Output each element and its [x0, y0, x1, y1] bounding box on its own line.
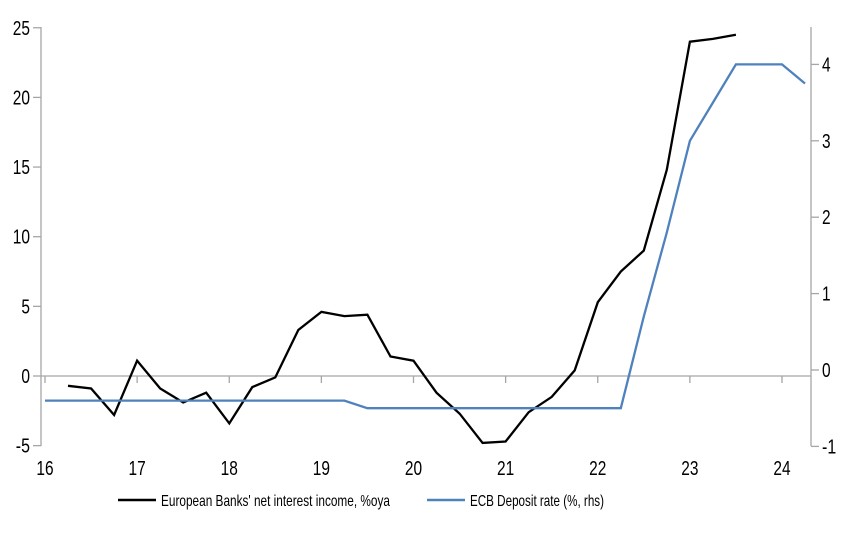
nii-series-line — [67, 33, 737, 445]
x-axis-tick-label: 21 — [497, 458, 514, 480]
x-axis-tick-label: 18 — [221, 458, 238, 480]
right-axis-tick-label: 3 — [822, 131, 831, 153]
right-axis-tick-label: 1 — [822, 284, 831, 306]
legend-deposit-label: ECB Deposit rate (%, rhs) — [470, 493, 604, 510]
left-axis-tick-label: 10 — [13, 227, 30, 249]
x-axis-tick-label: 23 — [681, 458, 698, 480]
series-layer — [45, 33, 806, 445]
left-axis-tick-label: 25 — [13, 18, 30, 40]
right-axis-tick-label: 4 — [822, 54, 831, 76]
left-axis-tick-label: 5 — [21, 296, 30, 318]
x-axis-tick-label: 24 — [773, 458, 790, 480]
left-axis-tick-label: 0 — [21, 366, 30, 388]
legend-nii-label: European Banks' net interest income, %oy… — [161, 493, 390, 510]
left-axis-tick-label: 15 — [13, 157, 30, 179]
x-axis-tick-label: 22 — [589, 458, 606, 480]
left-axis-tick-label: -5 — [16, 436, 30, 458]
deposit-rate-series-line — [45, 63, 806, 410]
x-axis-tick-label: 16 — [36, 458, 53, 480]
right-axis-tick-label: 2 — [822, 207, 831, 229]
x-axis-tick-label: 20 — [405, 458, 422, 480]
right-axis-tick-label: 0 — [822, 360, 831, 382]
x-axis-tick-label: 19 — [313, 458, 330, 480]
x-axis-tick-label: 17 — [129, 458, 146, 480]
legend: European Banks' net interest income, %oy… — [118, 493, 604, 510]
right-axis-tick-label: -1 — [822, 436, 836, 458]
left-axis-tick-label: 20 — [13, 87, 30, 109]
